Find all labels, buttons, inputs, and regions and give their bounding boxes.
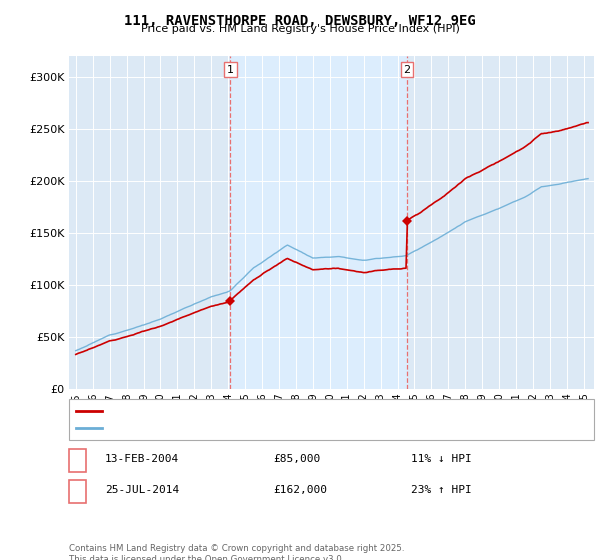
Text: HPI: Average price, semi-detached house, Kirklees: HPI: Average price, semi-detached house,…: [105, 423, 352, 433]
Text: 13-FEB-2004: 13-FEB-2004: [105, 455, 179, 464]
Text: £85,000: £85,000: [273, 455, 320, 464]
Text: 25-JUL-2014: 25-JUL-2014: [105, 486, 179, 495]
Text: 2: 2: [403, 64, 410, 74]
Bar: [230, 56, 407, 389]
Text: 111, RAVENSTHORPE ROAD, DEWSBURY, WF12 9EG (semi-detached house): 111, RAVENSTHORPE ROAD, DEWSBURY, WF12 9…: [105, 405, 475, 416]
Text: Price paid vs. HM Land Registry's House Price Index (HPI): Price paid vs. HM Land Registry's House …: [140, 24, 460, 34]
Text: 111, RAVENSTHORPE ROAD, DEWSBURY, WF12 9EG: 111, RAVENSTHORPE ROAD, DEWSBURY, WF12 9…: [124, 14, 476, 28]
Text: 1: 1: [227, 64, 234, 74]
Text: 1: 1: [74, 455, 81, 464]
Text: 2: 2: [74, 486, 81, 495]
Text: 11% ↓ HPI: 11% ↓ HPI: [411, 455, 472, 464]
Text: £162,000: £162,000: [273, 486, 327, 495]
Text: 23% ↑ HPI: 23% ↑ HPI: [411, 486, 472, 495]
Text: Contains HM Land Registry data © Crown copyright and database right 2025.
This d: Contains HM Land Registry data © Crown c…: [69, 544, 404, 560]
